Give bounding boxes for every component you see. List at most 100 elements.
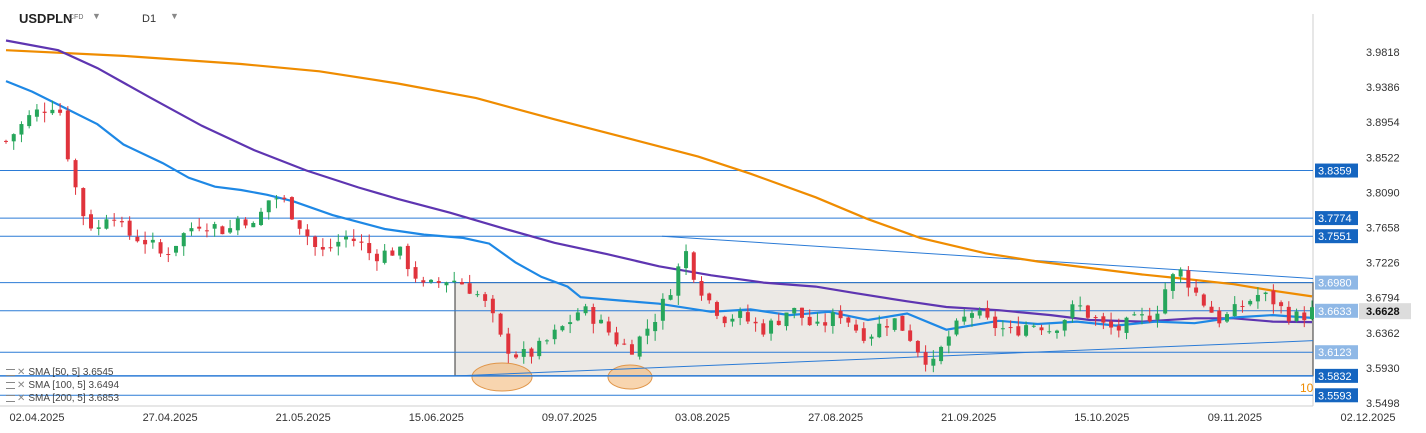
bull-candle bbox=[784, 312, 789, 327]
bear-candle bbox=[1008, 327, 1013, 329]
bull-candle bbox=[869, 336, 874, 339]
bull-candle bbox=[429, 279, 434, 283]
bull-candle bbox=[830, 312, 835, 326]
indicator-settings-icon[interactable] bbox=[6, 382, 15, 389]
y-tick-label: 3.8090 bbox=[1366, 187, 1400, 199]
bull-candle bbox=[1310, 307, 1314, 320]
legend-value: 3.6494 bbox=[88, 380, 120, 391]
bear-candle bbox=[367, 243, 372, 254]
bear-candle bbox=[328, 247, 333, 249]
y-tick-label: 3.8954 bbox=[1366, 117, 1400, 129]
bear-candle bbox=[1240, 305, 1245, 307]
bull-candle bbox=[1263, 292, 1268, 295]
bull-candle bbox=[962, 316, 967, 322]
indicator-settings-icon[interactable] bbox=[6, 395, 15, 402]
bear-candle bbox=[722, 316, 727, 324]
overlay-text: 10 bbox=[1300, 381, 1314, 395]
bear-candle bbox=[1109, 321, 1114, 328]
symbol-dropdown-icon[interactable]: ▼ bbox=[92, 11, 101, 21]
bull-candle bbox=[1255, 294, 1260, 302]
bear-candle bbox=[900, 315, 905, 331]
bear-candle bbox=[1016, 326, 1021, 336]
bear-candle bbox=[483, 294, 488, 301]
bear-candle bbox=[436, 281, 441, 283]
bear-candle bbox=[1279, 302, 1284, 307]
bear-candle bbox=[908, 330, 913, 341]
bull-candle bbox=[931, 358, 936, 366]
legend-label: SMA [50, 5] bbox=[28, 367, 81, 378]
legend-label: SMA [100, 5] bbox=[28, 380, 86, 391]
bull-candle bbox=[684, 251, 689, 269]
bull-candle bbox=[1248, 300, 1253, 305]
level-price-tag bbox=[1315, 368, 1358, 383]
bull-candle bbox=[730, 318, 735, 322]
bear-candle bbox=[390, 250, 395, 256]
bull-candle bbox=[977, 310, 982, 316]
bear-candle bbox=[158, 242, 163, 254]
bull-candle bbox=[537, 340, 542, 357]
bear-candle bbox=[351, 238, 356, 242]
bear-candle bbox=[421, 280, 426, 283]
level-price-tag bbox=[1315, 388, 1358, 403]
bear-candle bbox=[313, 236, 318, 248]
indicator-settings-icon[interactable] bbox=[6, 369, 15, 376]
bull-candle bbox=[552, 329, 557, 340]
instrument-type-tag: CFD bbox=[69, 14, 84, 21]
bull-candle bbox=[150, 239, 155, 243]
bull-candle bbox=[738, 310, 743, 318]
bear-candle bbox=[42, 111, 47, 113]
y-tick-label: 3.7226 bbox=[1366, 258, 1400, 270]
bull-candle bbox=[1062, 319, 1067, 331]
bear-candle bbox=[838, 310, 843, 319]
bear-candle bbox=[861, 328, 866, 341]
bull-candle bbox=[660, 298, 665, 321]
level-price-tag-text: 3.7551 bbox=[1318, 231, 1352, 243]
remove-indicator-icon[interactable]: ✕ bbox=[17, 393, 26, 404]
level-price-tag bbox=[1315, 229, 1358, 244]
bull-candle bbox=[27, 115, 32, 127]
bull-candle bbox=[1132, 314, 1137, 316]
bull-candle bbox=[1031, 325, 1036, 327]
bear-candle bbox=[459, 282, 464, 285]
bull-candle bbox=[344, 236, 349, 240]
bear-candle bbox=[622, 343, 627, 345]
bull-candle bbox=[969, 313, 974, 318]
bull-candle bbox=[575, 312, 580, 321]
level-price-tag-text: 3.5593 bbox=[1318, 390, 1352, 402]
y-tick-label: 3.9818 bbox=[1366, 47, 1400, 59]
bull-candle bbox=[653, 321, 658, 332]
y-tick-label: 3.5498 bbox=[1366, 398, 1400, 410]
remove-indicator-icon[interactable]: ✕ bbox=[17, 380, 26, 391]
bear-candle bbox=[884, 326, 889, 328]
remove-indicator-icon[interactable]: ✕ bbox=[17, 367, 26, 378]
y-tick-label: 3.5930 bbox=[1366, 363, 1400, 375]
bear-candle bbox=[243, 219, 248, 226]
bull-candle bbox=[1047, 331, 1052, 333]
bear-candle bbox=[807, 316, 812, 326]
bull-candle bbox=[336, 241, 341, 247]
bull-candle bbox=[174, 245, 179, 253]
y-tick-label: 3.8522 bbox=[1366, 152, 1400, 164]
timeframe-dropdown-icon[interactable]: ▼ bbox=[170, 11, 179, 21]
legend-row-sma200[interactable]: ✕ SMA [200, 5] 3.6853 bbox=[6, 392, 119, 405]
bear-candle bbox=[823, 322, 828, 326]
bear-candle bbox=[405, 245, 410, 270]
support-highlight-ellipse bbox=[607, 364, 653, 390]
symbol-selector[interactable]: USDPLN bbox=[19, 11, 73, 26]
x-tick-label: 27.08.2025 bbox=[808, 412, 863, 424]
bull-candle bbox=[1024, 325, 1029, 336]
x-tick-label: 09.11.2025 bbox=[1208, 412, 1262, 424]
bull-candle bbox=[266, 200, 271, 213]
last-price-tag bbox=[1359, 303, 1411, 320]
bear-candle bbox=[359, 241, 364, 243]
level-price-tag-text: 3.5832 bbox=[1318, 371, 1352, 383]
bear-candle bbox=[204, 230, 209, 232]
legend-row-sma50[interactable]: ✕ SMA [50, 5] 3.6545 bbox=[6, 366, 119, 379]
ascending-trend-line bbox=[456, 340, 1314, 377]
bear-candle bbox=[506, 333, 511, 354]
bear-candle bbox=[1201, 294, 1206, 306]
bull-candle bbox=[398, 246, 403, 256]
timeframe-selector[interactable]: D1 bbox=[142, 13, 157, 25]
legend-row-sma100[interactable]: ✕ SMA [100, 5] 3.6494 bbox=[6, 379, 119, 392]
